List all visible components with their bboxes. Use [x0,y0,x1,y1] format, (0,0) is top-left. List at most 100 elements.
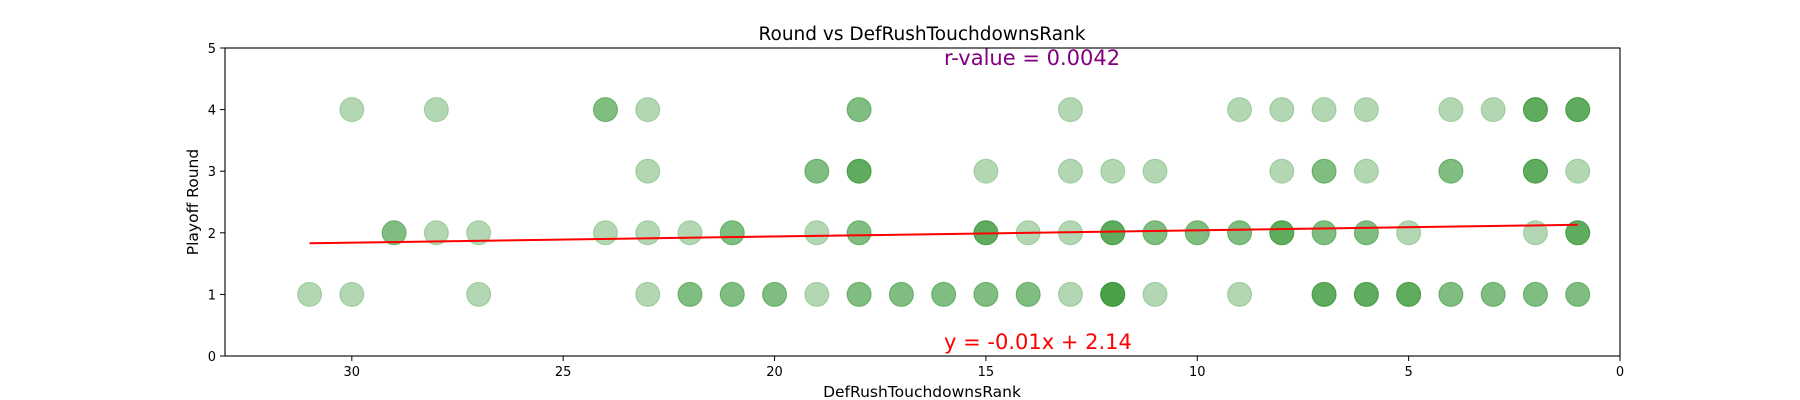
data-point [1565,281,1591,307]
data-point [1353,281,1379,307]
data-point [592,97,618,123]
data-point [846,281,872,307]
data-point [1142,220,1168,246]
data-point [1480,281,1506,307]
data-point [1142,158,1168,184]
data-point [1100,220,1126,246]
data-point [1269,220,1295,246]
data-point [1311,220,1337,246]
plot-frame [224,47,1621,357]
data-point [635,158,661,184]
x-tick-label: 0 [1616,365,1624,380]
data-point [1565,220,1591,246]
data-point [804,281,830,307]
y-tick-label: 4 [208,104,216,119]
data-point [1311,281,1337,307]
data-point [1565,158,1591,184]
y-axis-ticks: 0 1 2 3 4 5 [208,42,225,365]
data-point [1269,220,1295,246]
data-point [1311,281,1337,307]
data-point [1565,220,1591,246]
trend-equation-annotation: y = -0.01x + 2.14 [944,330,1132,354]
data-point [466,281,492,307]
data-point [1057,158,1083,184]
data-point [762,281,788,307]
x-axis-ticks: 30 25 20 15 10 5 0 [344,356,1624,380]
data-point [719,281,745,307]
data-point [846,158,872,184]
data-point [1227,220,1253,246]
data-point [1353,281,1379,307]
data-point [804,158,830,184]
data-point [677,281,703,307]
data-point [1396,281,1422,307]
data-point [1480,97,1506,123]
data-point [1057,281,1083,307]
data-point [381,220,407,246]
data-point [1269,220,1295,246]
data-point [1522,281,1548,307]
data-point [931,281,957,307]
data-point [1311,158,1337,184]
data-point [1522,97,1548,123]
x-tick-label: 20 [766,365,783,380]
data-point [1396,281,1422,307]
data-point [1015,281,1041,307]
data-point [1522,158,1548,184]
data-point [1142,220,1168,246]
data-point [1227,220,1253,246]
y-tick-label: 3 [208,165,216,180]
r-value-annotation: r-value = 0.0042 [944,46,1120,70]
data-point [1565,220,1591,246]
data-point [719,220,745,246]
data-point [1311,281,1337,307]
data-point [1311,220,1337,246]
data-point [1438,281,1464,307]
data-point [888,281,914,307]
data-point [339,281,365,307]
trendline-layer [309,223,1578,245]
data-point [1100,281,1126,307]
data-point [592,220,618,246]
data-point [1100,158,1126,184]
data-point [1311,158,1337,184]
data-point [1100,220,1126,246]
data-point [1269,97,1295,123]
data-point [931,281,957,307]
data-point [1142,281,1168,307]
data-point [1480,281,1506,307]
data-point [1353,97,1379,123]
data-point [973,158,999,184]
x-tick-label: 15 [978,365,995,380]
data-point [846,158,872,184]
data-point [1100,220,1126,246]
data-point [1353,220,1379,246]
data-point [1353,158,1379,184]
data-point [719,220,745,246]
data-point [1522,97,1548,123]
data-point [1522,97,1548,123]
data-point [804,220,830,246]
data-point [1184,220,1210,246]
y-tick-label: 5 [208,42,216,57]
data-point [762,281,788,307]
data-point [846,220,872,246]
data-point [1522,158,1548,184]
data-point [804,158,830,184]
data-point [1438,281,1464,307]
data-point [297,281,323,307]
data-point [635,97,661,123]
data-point [635,220,661,246]
data-point [846,220,872,246]
data-point [1565,97,1591,123]
data-point [1565,97,1591,123]
data-point [973,281,999,307]
data-point [423,97,449,123]
data-point [1438,97,1464,123]
y-tick-label: 0 [208,350,216,365]
data-point [1565,281,1591,307]
data-point [846,97,872,123]
data-point [1522,220,1548,246]
data-point [1184,220,1210,246]
chart-title: Round vs DefRushTouchdownsRank [758,24,1085,45]
